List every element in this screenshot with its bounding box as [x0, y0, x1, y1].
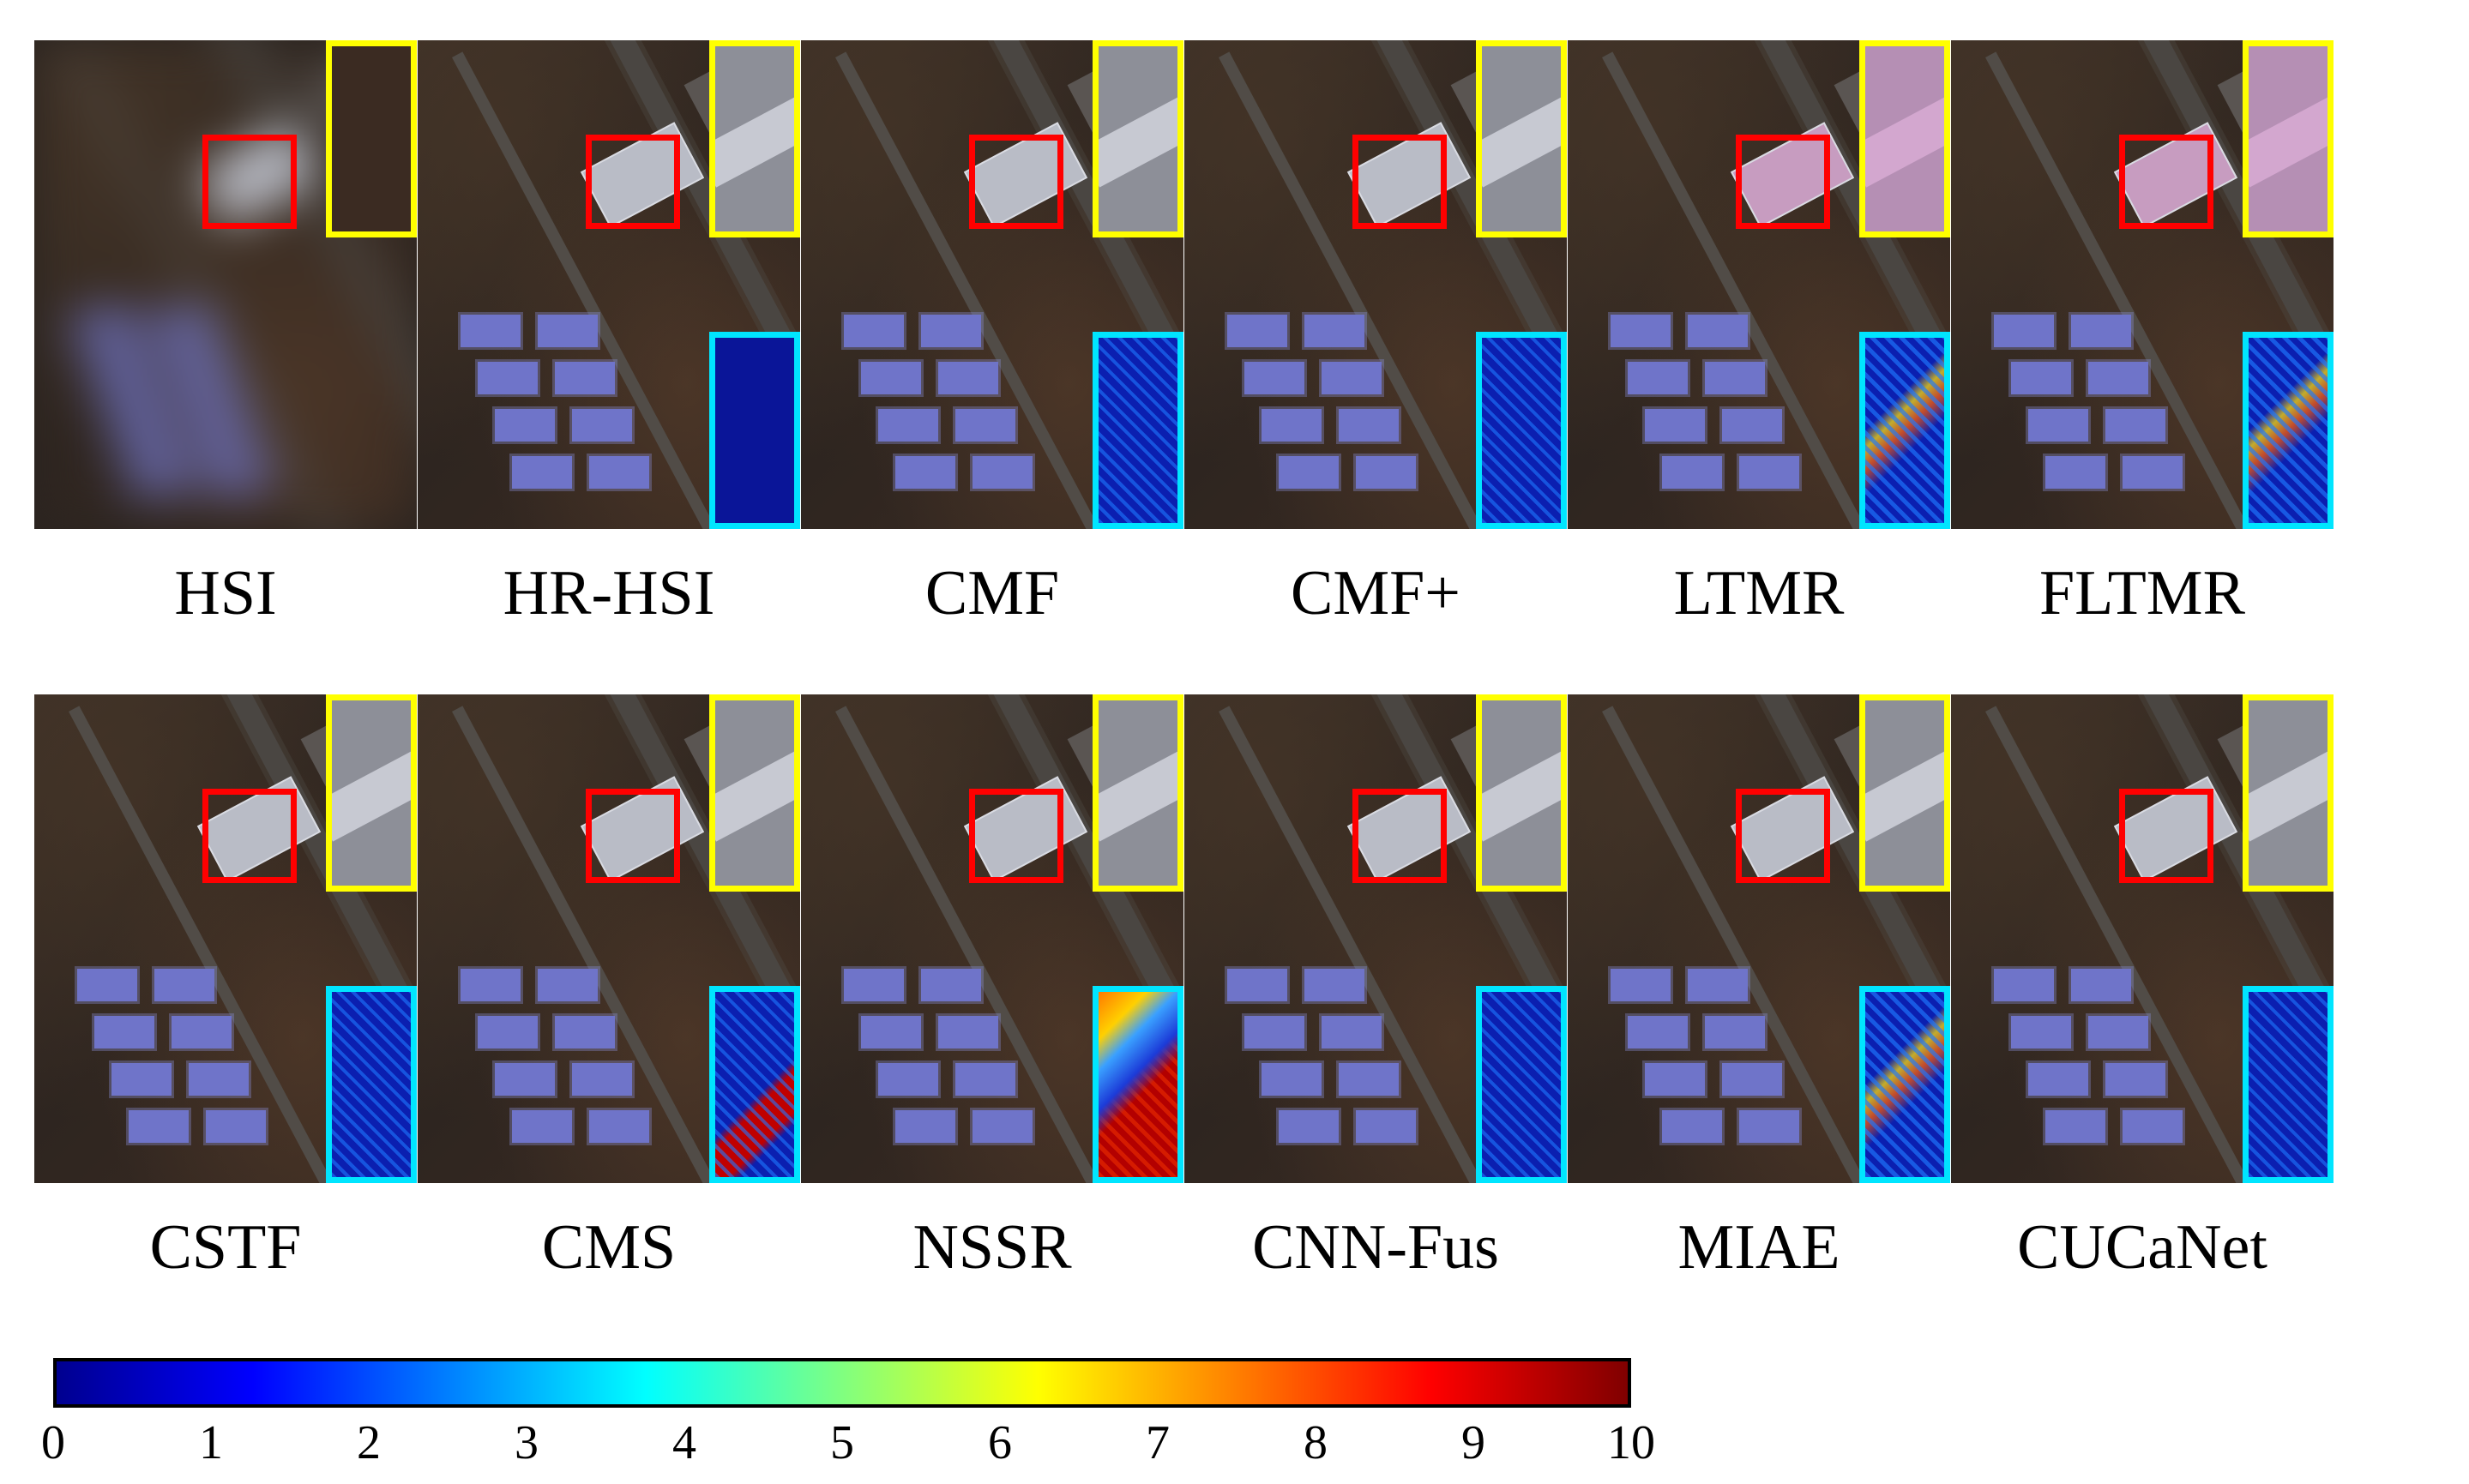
- zoom-inset: [709, 40, 800, 237]
- label-ltmr: LTMR: [1673, 558, 1845, 628]
- colorbar: [53, 1358, 1631, 1408]
- error-map-inset: [326, 986, 417, 1183]
- colorbar-tick: 7: [1146, 1416, 1170, 1469]
- roi-box: [202, 789, 297, 883]
- roi-box: [1736, 789, 1830, 883]
- label-hsi: HSI: [174, 558, 277, 628]
- colorbar-tick: 8: [1304, 1416, 1328, 1469]
- panel-miae: [1568, 694, 1950, 1183]
- zoom-inset: [709, 694, 800, 892]
- zoom-inset: [1093, 40, 1183, 237]
- roi-box: [969, 789, 1063, 883]
- error-map-inset: [1476, 332, 1567, 529]
- roi-box: [586, 789, 680, 883]
- label-cnn-fus: CNN-Fus: [1252, 1212, 1499, 1283]
- zoom-inset: [1859, 694, 1950, 892]
- panel-hsi: [34, 40, 417, 529]
- colorbar-tick: 5: [830, 1416, 854, 1469]
- panel-cms: [418, 694, 800, 1183]
- label-cmf-plus: CMF+: [1290, 558, 1461, 628]
- panel-cucanet: [1951, 694, 2334, 1183]
- zoom-inset: [2243, 694, 2334, 892]
- roi-box: [586, 135, 680, 229]
- error-map-inset: [2243, 332, 2334, 529]
- panel-fltmr: [1951, 40, 2334, 529]
- colorbar-tick: 2: [357, 1416, 381, 1469]
- colorbar-tick: 6: [988, 1416, 1012, 1469]
- label-hr-hsi: HR-HSI: [503, 558, 715, 628]
- panel-hr-hsi: [418, 40, 800, 529]
- panel-cstf: [34, 694, 417, 1183]
- roi-box: [969, 135, 1063, 229]
- panel-nssr: [801, 694, 1183, 1183]
- zoom-inset: [326, 694, 417, 892]
- label-fltmr: FLTMR: [2039, 558, 2245, 628]
- error-map-inset: [1093, 986, 1183, 1183]
- roi-box: [2119, 789, 2213, 883]
- label-cucanet: CUCaNet: [2017, 1212, 2267, 1283]
- error-map-inset: [709, 986, 800, 1183]
- error-map-inset: [1859, 332, 1950, 529]
- panel-cmf: [801, 40, 1183, 529]
- zoom-inset: [326, 40, 417, 237]
- roi-box: [1352, 789, 1447, 883]
- colorbar-tick: 4: [672, 1416, 696, 1469]
- roi-box: [202, 135, 297, 229]
- colorbar-tick: 3: [515, 1416, 539, 1469]
- roi-box: [1736, 135, 1830, 229]
- error-map-inset: [2243, 986, 2334, 1183]
- error-map-inset: [709, 332, 800, 529]
- zoom-inset: [1859, 40, 1950, 237]
- zoom-inset: [1476, 40, 1567, 237]
- roi-box: [2119, 135, 2213, 229]
- colorbar-tick: 1: [199, 1416, 223, 1469]
- error-map-inset: [1476, 986, 1567, 1183]
- panel-cmf-plus: [1184, 40, 1567, 529]
- colorbar-tick: 10: [1607, 1416, 1655, 1469]
- panel-cnn-fus: [1184, 694, 1567, 1183]
- colorbar-tick: 0: [41, 1416, 65, 1469]
- zoom-inset: [1476, 694, 1567, 892]
- roi-box: [1352, 135, 1447, 229]
- error-map-inset: [1093, 332, 1183, 529]
- label-cms: CMS: [541, 1212, 677, 1283]
- label-cstf: CSTF: [149, 1212, 302, 1283]
- label-cmf: CMF: [924, 558, 1060, 628]
- label-miae: MIAE: [1677, 1212, 1840, 1283]
- label-nssr: NSSR: [912, 1212, 1072, 1283]
- zoom-inset: [1093, 694, 1183, 892]
- panel-ltmr: [1568, 40, 1950, 529]
- zoom-inset: [2243, 40, 2334, 237]
- error-map-inset: [1859, 986, 1950, 1183]
- colorbar-tick: 9: [1461, 1416, 1485, 1469]
